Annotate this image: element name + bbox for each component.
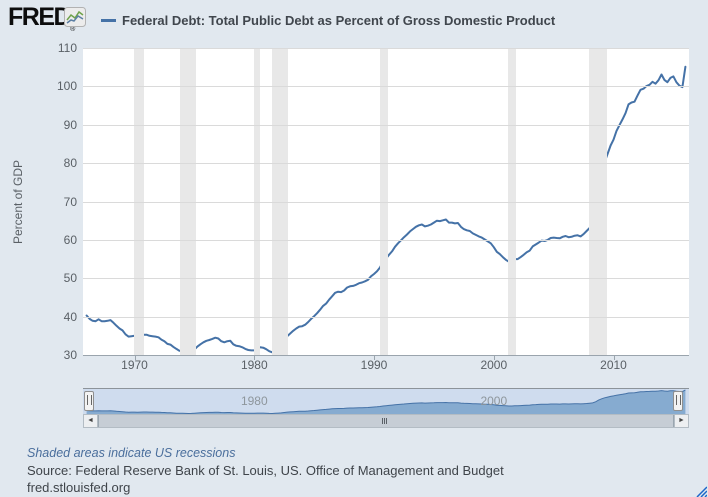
registered-mark: ® bbox=[70, 26, 76, 33]
y-gridline bbox=[83, 201, 689, 203]
x-axis-tick-label: 1980 bbox=[240, 358, 268, 372]
chart-plot-area[interactable] bbox=[83, 48, 689, 356]
x-axis-tick bbox=[613, 356, 615, 360]
scrollbar-grip-icon bbox=[382, 418, 387, 424]
y-axis-tick-label: 30 bbox=[63, 348, 77, 362]
y-gridline bbox=[83, 278, 689, 280]
handle-grip-icon bbox=[86, 395, 92, 405]
date-range-navigator[interactable]: 1980 2000 bbox=[83, 388, 689, 414]
y-gridline bbox=[83, 239, 689, 241]
x-axis-tick-label: 2010 bbox=[600, 358, 627, 372]
y-axis-tick-label: 60 bbox=[63, 232, 77, 247]
y-axis-tick-label: 110 bbox=[57, 41, 77, 55]
y-axis-tick-label: 40 bbox=[63, 309, 77, 324]
navigator-line bbox=[86, 389, 686, 414]
navigator-svg bbox=[86, 389, 686, 414]
series-title: Federal Debt: Total Public Debt as Perce… bbox=[122, 13, 556, 28]
x-axis-tick-label: 1970 bbox=[121, 358, 148, 372]
y-axis-tick-label: 100 bbox=[56, 79, 77, 94]
scrollbar-thumb[interactable] bbox=[98, 415, 674, 427]
y-gridline bbox=[83, 124, 689, 126]
navigator-year-label: 2000 bbox=[480, 394, 508, 408]
recessions-note: Shaded areas indicate US recessions bbox=[27, 446, 236, 460]
y-gridline bbox=[83, 316, 689, 318]
resize-grip[interactable] bbox=[695, 484, 708, 497]
y-gridline bbox=[83, 163, 689, 165]
y-gridline bbox=[83, 86, 689, 88]
time-scrollbar[interactable]: ◄ ► bbox=[83, 414, 689, 428]
navigator-area-fill bbox=[86, 389, 686, 414]
navigator-year-label: 1980 bbox=[240, 394, 268, 408]
y-axis-tick-label: 80 bbox=[63, 156, 77, 171]
y-axis-tick-label: 70 bbox=[63, 194, 77, 209]
navigator-right-handle[interactable] bbox=[673, 391, 683, 411]
x-axis-tick bbox=[374, 356, 375, 360]
scroll-left-button[interactable]: ◄ bbox=[84, 415, 98, 427]
x-axis-tick bbox=[493, 356, 495, 360]
x-axis-tick-label: 1990 bbox=[360, 358, 388, 372]
y-gridline bbox=[83, 48, 689, 49]
x-axis-tick-label: 2000 bbox=[480, 358, 508, 372]
y-axis-tick-label: 90 bbox=[63, 117, 77, 132]
scroll-right-button[interactable]: ► bbox=[674, 415, 688, 427]
navigator-left-handle[interactable] bbox=[84, 391, 94, 411]
x-axis-tick bbox=[134, 356, 136, 360]
fred-sparkline-icon bbox=[64, 7, 86, 32]
fred-logo[interactable]: FRED® bbox=[8, 3, 76, 33]
handle-grip-icon bbox=[675, 395, 681, 405]
source-attribution: Source: Federal Reserve Bank of St. Loui… bbox=[27, 463, 504, 478]
y-axis-tick-label: 50 bbox=[63, 271, 77, 286]
x-axis-tick bbox=[254, 356, 256, 360]
site-url: fred.stlouisfed.org bbox=[27, 480, 131, 495]
series-legend-dash-icon bbox=[101, 19, 116, 22]
